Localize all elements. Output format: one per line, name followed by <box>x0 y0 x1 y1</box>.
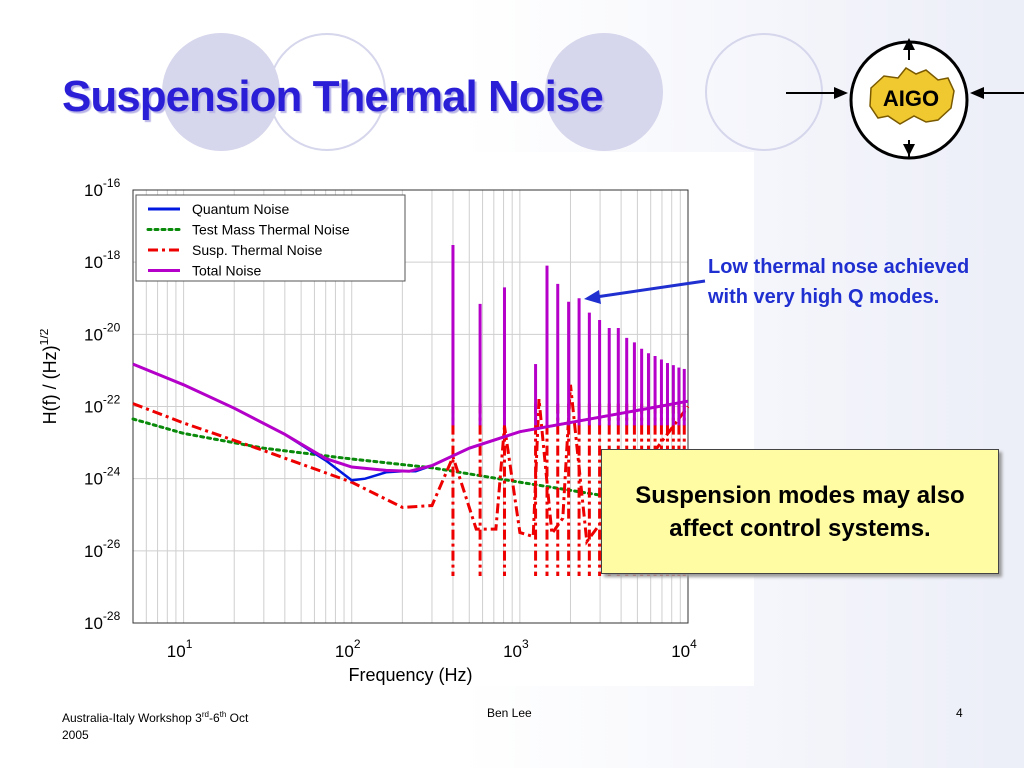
y-tick-label: 10-24 <box>84 465 121 489</box>
aigo-logo: AIGO <box>786 38 1024 160</box>
decorative-circle-3 <box>545 33 663 151</box>
note-box: Suspension modes may also affect control… <box>601 449 999 574</box>
x-tick-label: 104 <box>671 637 697 661</box>
tick-exponent: -20 <box>103 320 121 334</box>
series-line-susp-thermal <box>132 384 690 546</box>
y-tick-label: 10-28 <box>84 609 121 633</box>
x-tick-label: 101 <box>167 637 193 661</box>
tick-base: 10 <box>503 642 522 661</box>
tick-base: 10 <box>84 181 103 200</box>
y-tick-label: 10-22 <box>84 393 121 417</box>
tick-exponent: 4 <box>690 637 697 651</box>
tick-base: 10 <box>84 542 103 561</box>
legend-box <box>135 194 406 282</box>
footer-sup: th <box>219 710 227 719</box>
legend-label: Test Mass Thermal Noise <box>192 222 350 238</box>
tick-base: 10 <box>84 470 103 489</box>
y-tick-label: 10-16 <box>84 176 121 200</box>
y-tick-label: 10-20 <box>84 320 121 344</box>
slide-title: Suspension Thermal Noise <box>62 72 604 121</box>
tick-exponent: 3 <box>522 637 529 651</box>
tick-exponent: -24 <box>103 465 121 479</box>
tick-base: 10 <box>167 642 186 661</box>
series-line-total <box>132 362 689 473</box>
chart-panel: 10-16 10-18 10-20 10-22 10-24 10-26 10-28 101 10… <box>40 152 754 686</box>
footer-sup: rd <box>201 710 209 719</box>
tick-base: 10 <box>84 325 103 344</box>
series-line-test-mass <box>131 417 690 507</box>
footer-left: Australia-Italy Workshop 3rd-6th Oct 200… <box>62 706 248 744</box>
tick-base: 10 <box>671 642 690 661</box>
tick-base: 10 <box>84 398 103 417</box>
tick-exponent: -28 <box>103 609 121 623</box>
legend-label: Quantum Noise <box>192 201 289 217</box>
y-axis-label-base: H(f) / (Hz) <box>40 345 60 424</box>
decorative-circle-2 <box>268 33 386 151</box>
footer-year: 2005 <box>62 728 89 742</box>
x-tick-label: 102 <box>335 637 361 661</box>
tick-exponent: -22 <box>103 393 121 407</box>
y-axis-label: H(f) / (Hz)1/2 <box>40 328 60 424</box>
x-tick-label: 103 <box>503 637 529 661</box>
tick-exponent: 1 <box>186 637 193 651</box>
tick-exponent: 2 <box>354 637 361 651</box>
footer-text: Oct <box>226 711 249 725</box>
y-tick-label: 10-26 <box>84 537 121 561</box>
decorative-circle-1 <box>162 33 280 151</box>
legend-label: Susp. Thermal Noise <box>192 242 323 258</box>
y-axis-label-exp: 1/2 <box>40 328 51 345</box>
slide-number: 4 <box>956 706 963 720</box>
tick-base: 10 <box>84 614 103 633</box>
tick-base: 10 <box>84 253 103 272</box>
y-tick-label: 10-18 <box>84 248 121 272</box>
logo-text: AIGO <box>883 86 939 111</box>
footer-text: Australia-Italy Workshop 3 <box>62 711 202 725</box>
footer-author: Ben Lee <box>487 706 532 720</box>
note-text: Suspension modes may also affect control… <box>635 481 965 542</box>
x-axis-label: Frequency (Hz) <box>348 665 472 685</box>
tick-exponent: -18 <box>103 248 121 262</box>
tick-exponent: -16 <box>103 176 121 190</box>
footer-text: -6 <box>208 711 220 725</box>
callout-text: Low thermal nose achieved with very high… <box>708 256 970 308</box>
tick-base: 10 <box>335 642 354 661</box>
legend-label: Total Noise <box>192 263 261 279</box>
tick-exponent: -26 <box>103 537 121 551</box>
